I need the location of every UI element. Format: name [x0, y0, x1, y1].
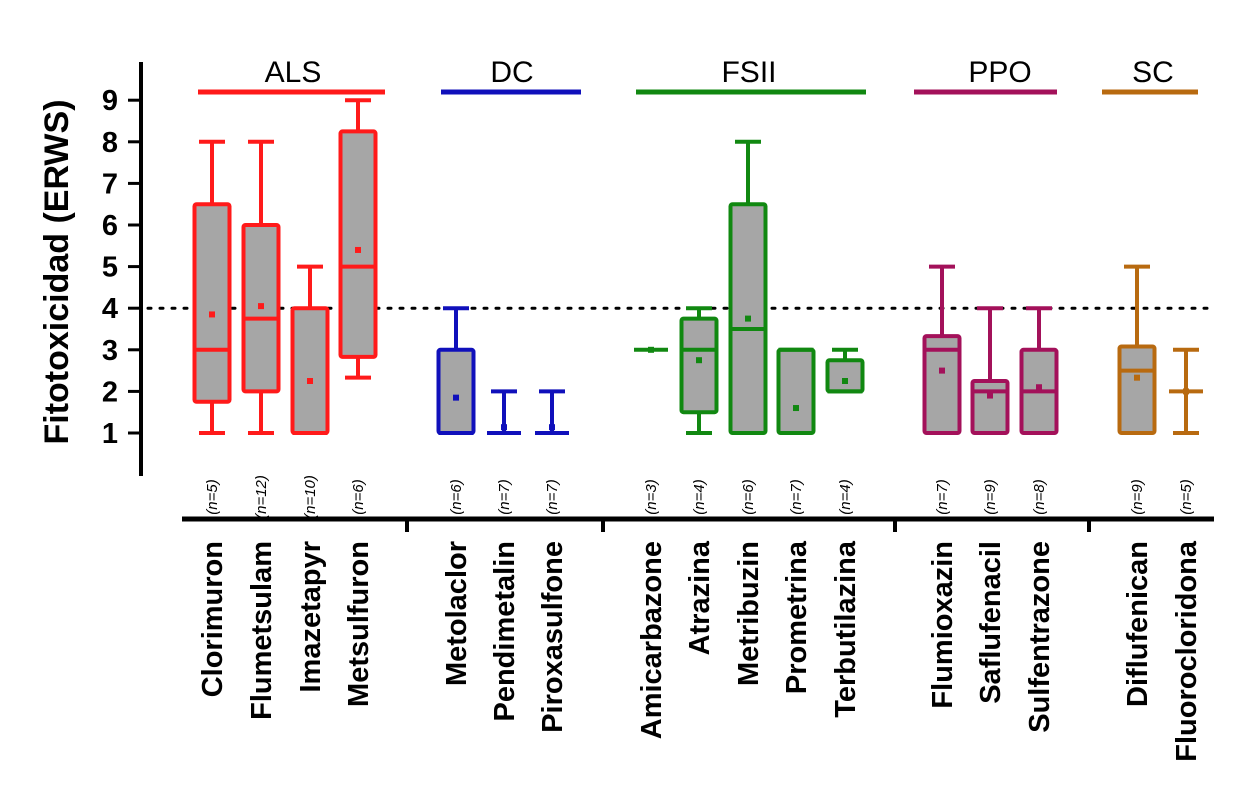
category-label: Imazetapyr [295, 541, 327, 693]
sample-size-label: (n=7) [934, 479, 951, 514]
iqr-box [970, 379, 1010, 435]
category-label: Terbutilazina [830, 540, 862, 718]
iqr-box [192, 202, 232, 404]
y-tick-label: 5 [102, 252, 118, 284]
mean-marker [501, 424, 507, 431]
mean-marker [745, 315, 751, 322]
mean-marker [307, 378, 313, 384]
sample-size-label: (n=10) [302, 475, 319, 519]
category-label: Flumioxazin [927, 541, 959, 709]
iqr-box [679, 316, 719, 415]
category-label: Metolaclor [441, 541, 473, 686]
sample-size-label: (n=5) [204, 479, 221, 514]
iqr-box [1117, 344, 1157, 435]
group-header-label: PPO [968, 56, 1031, 89]
iqr-box [825, 358, 865, 394]
sample-size-label: (n=7) [496, 479, 513, 514]
y-axis-label: Fitotoxicidad (ERWS) [38, 99, 76, 444]
sample-size-label: (n=3) [643, 479, 660, 514]
category-label: Clorimuron [197, 541, 229, 697]
sample-size-label: (n=9) [982, 479, 999, 514]
sample-size-label: (n=9) [1129, 479, 1146, 514]
mean-marker [842, 378, 848, 384]
mean-marker [453, 394, 459, 401]
mean-marker [793, 405, 799, 412]
sample-size-label: (n=6) [740, 479, 757, 514]
sample-size-label: (n=12) [253, 475, 270, 519]
mean-marker [258, 303, 264, 310]
sample-size-label: (n=4) [691, 479, 708, 514]
category-label: Atrazina [684, 540, 716, 655]
y-tick-label: 4 [102, 293, 118, 325]
mean-marker [939, 367, 945, 374]
category-label: Pendimetalin [489, 541, 521, 722]
sample-size-label: (n=6) [448, 479, 465, 514]
category-label: Sulfentrazone [1024, 541, 1056, 733]
group-header-label: FSII [721, 56, 776, 89]
sample-size-label: (n=4) [837, 479, 854, 514]
y-tick-label: 2 [102, 376, 118, 408]
mean-marker [987, 392, 993, 399]
y-tick-label: 9 [102, 85, 118, 117]
iqr-box [436, 347, 476, 435]
sample-size-label: (n=7) [788, 479, 805, 514]
category-label: Metribuzin [733, 541, 765, 686]
category-label: Metsulfuron [343, 541, 375, 707]
y-tick-label: 6 [102, 210, 118, 242]
y-tick-label: 1 [102, 418, 118, 450]
mean-marker [549, 424, 555, 431]
y-tick-label: 7 [102, 168, 118, 200]
iqr-box [290, 306, 330, 436]
sample-size-label: (n=6) [350, 479, 367, 514]
iqr-box [922, 334, 962, 435]
sample-size-label: (n=5) [1178, 479, 1195, 514]
sample-size-label: (n=8) [1031, 479, 1048, 514]
iqr-box [776, 347, 816, 435]
category-label: Fluorocloridona [1171, 540, 1203, 762]
category-label: Amicarbazone [636, 541, 668, 739]
category-label: Piroxasulfone [537, 541, 569, 733]
group-header-label: DC [490, 56, 533, 89]
mean-marker [1183, 388, 1189, 395]
category-label: Flumetsulam [246, 541, 278, 720]
group-header-label: ALS [265, 56, 322, 89]
mean-marker [1134, 374, 1140, 381]
mean-marker [355, 246, 361, 253]
mean-marker [209, 311, 215, 318]
category-label: Prometrina [781, 540, 813, 694]
sample-size-label: (n=7) [544, 479, 561, 514]
mean-marker [648, 346, 654, 353]
iqr-box [338, 129, 378, 359]
mean-marker [1036, 384, 1042, 391]
group-header-label: SC [1132, 56, 1174, 89]
category-label: Diflufenican [1122, 541, 1154, 707]
mean-marker [696, 357, 702, 364]
category-label: Saflufenacil [975, 541, 1007, 704]
y-tick-label: 8 [102, 127, 118, 159]
y-tick-label: 3 [102, 335, 118, 367]
